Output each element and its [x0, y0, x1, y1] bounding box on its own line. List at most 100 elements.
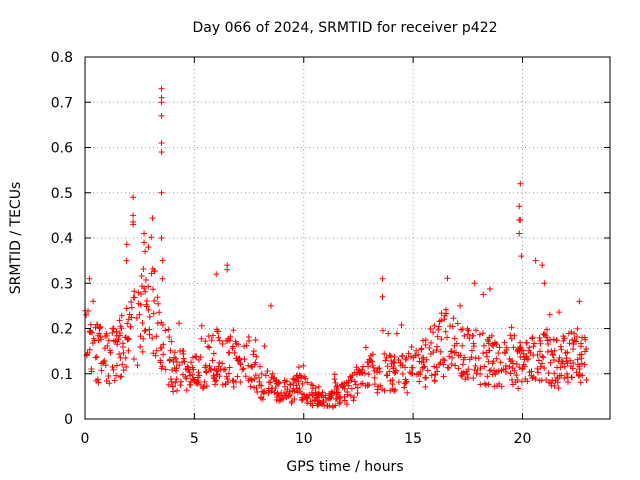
data-point — [509, 357, 516, 364]
data-point — [398, 321, 405, 328]
data-point — [570, 341, 577, 348]
data-point — [351, 378, 358, 385]
data-point — [162, 327, 169, 334]
data-point — [421, 363, 428, 370]
data-point — [168, 378, 175, 385]
data-point — [304, 399, 311, 406]
data-point — [312, 384, 319, 391]
data-point — [110, 325, 117, 332]
data-point — [525, 355, 532, 362]
data-point — [133, 315, 140, 322]
data-point — [464, 331, 471, 338]
data-point — [110, 366, 117, 373]
data-point — [468, 354, 475, 361]
data-point — [243, 342, 250, 349]
data-point — [557, 364, 564, 371]
data-point — [267, 379, 274, 386]
data-point — [106, 380, 113, 387]
data-point — [545, 370, 552, 377]
data-point — [386, 352, 393, 359]
data-point — [204, 343, 211, 350]
data-point — [537, 340, 544, 347]
data-point — [582, 336, 589, 343]
data-point — [189, 371, 196, 378]
data-point — [428, 339, 435, 346]
data-point — [344, 391, 351, 398]
data-point — [369, 351, 376, 358]
data-point — [420, 364, 427, 371]
data-point — [403, 378, 410, 385]
data-point — [556, 309, 563, 316]
data-point — [485, 340, 492, 347]
data-point — [319, 389, 326, 396]
data-point — [501, 339, 508, 346]
data-point — [127, 323, 134, 330]
data-point — [272, 385, 279, 392]
data-point — [477, 381, 484, 388]
data-point — [564, 349, 571, 356]
data-point — [405, 350, 412, 357]
data-point — [335, 389, 342, 396]
data-point — [453, 349, 459, 356]
data-point — [402, 379, 409, 386]
data-point — [130, 194, 137, 201]
data-point — [332, 402, 339, 409]
data-point — [113, 372, 120, 379]
data-point — [118, 312, 125, 319]
data-point — [116, 351, 123, 358]
data-point — [299, 380, 306, 387]
data-point — [153, 333, 160, 340]
data-point — [374, 369, 381, 376]
data-point — [547, 359, 554, 366]
data-point — [345, 378, 352, 385]
data-point — [516, 203, 523, 210]
data-point — [389, 377, 396, 384]
data-point — [188, 359, 195, 366]
data-point — [545, 341, 552, 348]
data-point — [291, 395, 298, 402]
data-point — [225, 379, 232, 386]
data-point — [220, 366, 227, 373]
data-point — [434, 368, 441, 375]
data-point — [567, 357, 574, 364]
data-point — [146, 313, 153, 320]
data-point — [477, 365, 484, 372]
data-point — [136, 311, 143, 318]
data-point — [123, 257, 130, 264]
data-point — [435, 323, 442, 330]
data-point — [447, 348, 454, 355]
data-point — [508, 324, 515, 331]
data-point — [203, 383, 210, 390]
data-point — [128, 314, 135, 321]
data-point — [354, 384, 361, 391]
data-point — [124, 320, 131, 327]
data-point — [231, 349, 238, 356]
data-point — [574, 356, 581, 363]
data-point — [83, 311, 90, 318]
data-point — [465, 327, 472, 334]
data-point — [420, 354, 427, 361]
data-point — [219, 340, 226, 347]
data-point — [451, 335, 458, 342]
data-point — [253, 353, 260, 360]
data-point — [379, 327, 386, 334]
data-point — [226, 337, 233, 344]
data-point — [391, 359, 398, 366]
data-point — [448, 361, 455, 368]
data-point — [391, 353, 398, 360]
data-point — [334, 382, 341, 389]
data-point — [556, 354, 563, 361]
data-point — [226, 349, 233, 356]
data-point — [381, 387, 388, 394]
data-point — [176, 320, 183, 327]
data-point — [158, 139, 165, 146]
data-point — [427, 325, 434, 332]
data-point — [212, 378, 219, 385]
data-point — [155, 300, 162, 307]
y-tick-label: 0.7 — [51, 95, 73, 111]
data-point — [124, 335, 131, 342]
data-point — [423, 356, 430, 363]
data-point — [142, 248, 149, 255]
data-point — [441, 357, 448, 364]
data-point — [248, 363, 255, 370]
